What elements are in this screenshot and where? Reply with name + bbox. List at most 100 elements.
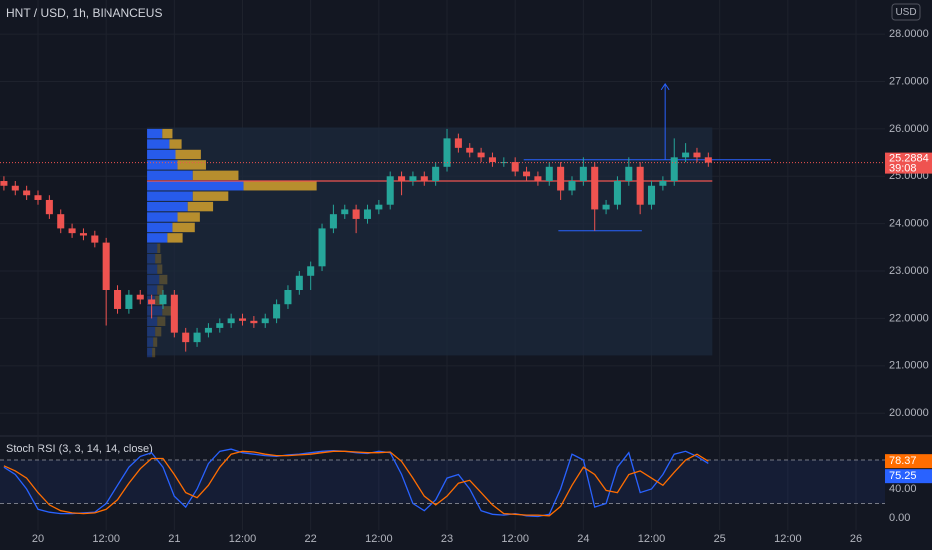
candle-body bbox=[500, 162, 508, 164]
candle-body bbox=[11, 185, 19, 191]
volume-sell bbox=[153, 337, 158, 347]
candle-body bbox=[682, 152, 690, 158]
value-label: 75.25 bbox=[889, 470, 917, 482]
value-box bbox=[885, 454, 932, 469]
candle-body bbox=[591, 166, 599, 210]
y-tick-label: 26.0000 bbox=[889, 123, 929, 135]
volume-sell bbox=[152, 347, 156, 358]
volume-sell bbox=[177, 212, 200, 222]
candle-body bbox=[91, 235, 99, 243]
y-tick-label: 22.0000 bbox=[889, 312, 929, 324]
candle-body bbox=[136, 294, 144, 300]
volume-buy bbox=[147, 285, 158, 295]
volume-sell bbox=[243, 181, 317, 191]
x-tick-label: 12:00 bbox=[229, 533, 257, 545]
candle-body bbox=[363, 209, 372, 219]
x-tick-label: 12:00 bbox=[774, 533, 802, 545]
volume-sell bbox=[159, 274, 168, 285]
candle-body bbox=[557, 166, 565, 191]
candle-body bbox=[375, 204, 383, 210]
x-tick-label: 22 bbox=[305, 533, 317, 545]
candle-body bbox=[45, 199, 53, 215]
volume-sell bbox=[157, 243, 161, 254]
candle-body bbox=[670, 157, 678, 182]
y-tick-label: 28.0000 bbox=[889, 28, 929, 40]
volume-buy bbox=[147, 160, 178, 170]
volume-buy bbox=[147, 181, 244, 191]
rsi-line bbox=[3, 450, 709, 517]
candle-body bbox=[238, 318, 247, 321]
y-tick-label: 0.00 bbox=[889, 512, 910, 524]
candle-body bbox=[568, 181, 576, 191]
volume-buy bbox=[147, 149, 176, 160]
volume-sell bbox=[155, 254, 162, 264]
candle-body bbox=[102, 242, 110, 290]
volume-buy bbox=[147, 191, 193, 201]
candle-body bbox=[523, 171, 531, 177]
candle-body bbox=[68, 228, 76, 234]
candle-body bbox=[386, 176, 394, 205]
candle-body bbox=[341, 209, 349, 215]
x-tick-label: 12:00 bbox=[638, 533, 666, 545]
candle-body bbox=[648, 185, 656, 205]
volume-buy bbox=[147, 233, 168, 243]
candle-body bbox=[432, 166, 440, 182]
volume-buy bbox=[147, 254, 156, 264]
y-tick-label: 40.00 bbox=[889, 483, 917, 495]
candle-body bbox=[329, 214, 337, 229]
y-tick-label: 27.0000 bbox=[889, 75, 929, 87]
volume-buy bbox=[147, 170, 193, 181]
candle-body bbox=[216, 323, 224, 328]
indicator-title: Stoch RSI (3, 3, 14, 14, close) bbox=[6, 443, 153, 455]
candle-body bbox=[273, 304, 281, 319]
candle-body bbox=[613, 181, 621, 205]
volume-sell bbox=[162, 128, 173, 139]
candle-body bbox=[545, 166, 553, 182]
value-label: 78.37 bbox=[889, 455, 917, 467]
candle-body bbox=[454, 138, 462, 148]
currency[interactable]: USD bbox=[895, 7, 916, 18]
volume-buy bbox=[147, 212, 178, 222]
candle-body bbox=[170, 294, 178, 333]
volume-sell bbox=[155, 326, 162, 337]
volume-sell bbox=[155, 295, 164, 306]
candle-body bbox=[511, 162, 519, 172]
volume-buy bbox=[147, 222, 173, 233]
candle-body bbox=[443, 138, 451, 167]
currency-box[interactable] bbox=[891, 3, 921, 21]
candle-body bbox=[57, 214, 65, 229]
candle-body bbox=[704, 157, 712, 163]
volume-buy bbox=[147, 316, 158, 326]
y-tick-label: 21.0000 bbox=[889, 360, 929, 372]
volume-sell bbox=[175, 149, 201, 160]
candle-body bbox=[602, 204, 610, 210]
candle-body bbox=[398, 176, 406, 182]
candle-body bbox=[318, 228, 326, 267]
volume-buy bbox=[147, 201, 188, 212]
volume-sell bbox=[177, 160, 206, 170]
value-box bbox=[885, 469, 932, 484]
countdown: 39:08 bbox=[889, 163, 917, 175]
candle-body bbox=[659, 181, 667, 186]
candle-body bbox=[125, 294, 133, 309]
x-tick-label: 26 bbox=[850, 533, 862, 545]
volume-sell bbox=[167, 233, 183, 243]
volume-sell bbox=[187, 201, 214, 212]
last-price-label: 25.2884 bbox=[889, 153, 929, 165]
candle-body bbox=[261, 318, 269, 324]
y-tick-label: 20.0000 bbox=[889, 407, 929, 419]
candle-body bbox=[182, 332, 190, 343]
last-price-box bbox=[885, 152, 932, 174]
x-tick-label: 12:00 bbox=[92, 533, 120, 545]
range-box bbox=[147, 127, 713, 356]
volume-sell bbox=[157, 285, 164, 295]
volume-buy bbox=[147, 306, 163, 316]
volume-buy bbox=[147, 326, 156, 337]
arrow-head bbox=[660, 82, 670, 91]
candle-body bbox=[579, 166, 587, 182]
volume-buy bbox=[147, 337, 154, 347]
candle-body bbox=[204, 327, 212, 333]
volume-sell bbox=[162, 306, 175, 316]
candle-body bbox=[625, 166, 633, 182]
volume-buy bbox=[147, 264, 158, 274]
